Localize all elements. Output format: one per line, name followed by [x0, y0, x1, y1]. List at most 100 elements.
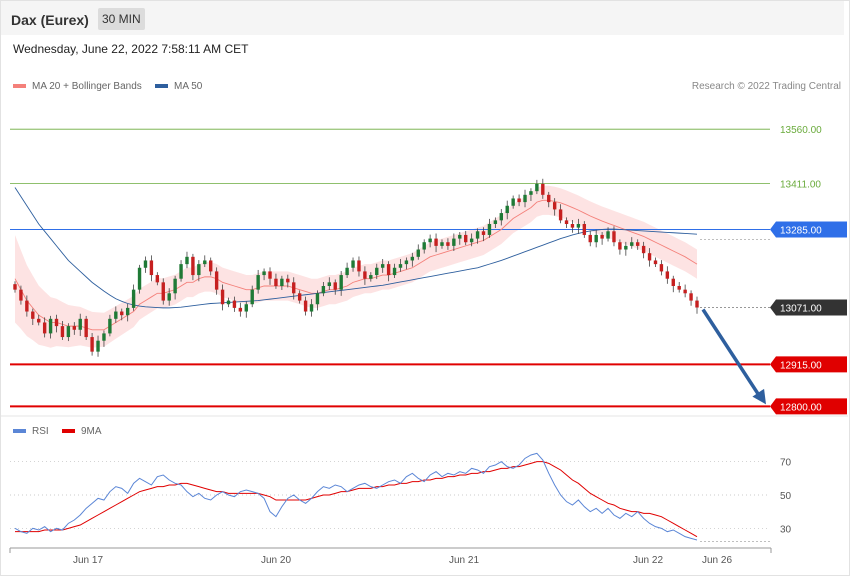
candle-body: [535, 183, 539, 192]
candle-body: [292, 282, 296, 294]
candle-body: [149, 260, 154, 276]
candle-body: [422, 242, 426, 250]
legend-rsi-label: RSI: [32, 426, 49, 437]
rsi-9ma-line: [15, 461, 698, 538]
candle-body: [274, 278, 278, 286]
candle-body: [683, 289, 687, 294]
candle-body: [179, 264, 183, 279]
candle-body: [606, 231, 610, 239]
candle-body: [440, 242, 444, 246]
candle-body: [303, 300, 308, 312]
legend-ma20: MA 20 + Bollinger Bands: [13, 81, 142, 92]
candle-body: [131, 289, 136, 308]
bollinger-band: [15, 185, 697, 348]
candle-body: [102, 333, 106, 341]
candle-body: [398, 264, 403, 268]
candle-body: [505, 205, 509, 214]
candle-body: [446, 242, 450, 246]
candle-body: [529, 191, 533, 195]
candle-body: [161, 282, 165, 301]
candle-body: [689, 293, 693, 301]
candle-body: [517, 198, 521, 203]
candle-body: [357, 260, 361, 272]
candle-body: [641, 245, 646, 254]
candle-body: [31, 311, 35, 319]
candle-body: [297, 293, 302, 301]
candle-body: [250, 289, 254, 305]
candle-body: [90, 337, 94, 352]
forecast-arrow-head: [752, 388, 766, 405]
candle-body: [262, 271, 266, 276]
level-label-2: 13285.00: [780, 225, 822, 236]
candle-body: [173, 278, 177, 294]
candle-body: [541, 183, 545, 195]
x-tick-label-2: Jun 21: [449, 555, 479, 566]
candle-body: [618, 242, 622, 250]
candle-body: [558, 209, 563, 221]
candle-body: [226, 300, 231, 305]
candle-body: [268, 271, 272, 279]
candle-body: [576, 224, 581, 228]
candle-body: [452, 238, 456, 246]
candle-body: [487, 224, 492, 235]
candle-body: [78, 318, 82, 330]
candle-body: [309, 304, 314, 312]
rsi-tick-label-2: 30: [780, 524, 792, 535]
ma50-swatch: [155, 84, 168, 89]
candle-body: [232, 300, 237, 308]
candle-body: [137, 267, 142, 290]
candle-body: [125, 307, 130, 316]
candle-body: [475, 231, 480, 239]
candle-body: [647, 253, 652, 261]
candle-body: [380, 264, 385, 268]
candle-body: [72, 326, 77, 330]
level-label-5: 12800.00: [780, 402, 822, 413]
candle-body: [60, 326, 65, 338]
candle-body: [635, 242, 640, 246]
candle-body: [594, 234, 598, 243]
x-tick-label-0: Jun 17: [73, 555, 103, 566]
candle-body: [143, 260, 148, 268]
candle-body: [588, 234, 592, 243]
candle-body: [653, 260, 658, 265]
interval-button[interactable]: 30 MIN: [98, 8, 145, 30]
candle-body: [671, 278, 675, 286]
candle-body: [256, 275, 260, 290]
candle-body: [464, 234, 468, 243]
candle-body: [493, 220, 498, 224]
candle-body: [410, 256, 415, 261]
candle-body: [84, 318, 88, 338]
candle-body: [185, 256, 189, 265]
9ma-swatch: [62, 429, 75, 434]
candle-body: [191, 256, 195, 276]
candle-body: [209, 260, 213, 272]
candle-body: [624, 245, 628, 250]
candle-body: [167, 293, 171, 301]
last-price-label: 13071.00: [780, 304, 822, 315]
legend-9ma-label: 9MA: [81, 426, 102, 437]
candle-body: [511, 198, 515, 206]
x-tick-label-4: Jun 26: [702, 555, 732, 566]
legend-ma20-label: MA 20 + Bollinger Bands: [32, 81, 142, 92]
candle-body: [428, 238, 432, 243]
candle-body: [96, 340, 100, 352]
candle-body: [600, 234, 604, 239]
candle-body: [280, 278, 284, 286]
rsi-tick-label-0: 70: [780, 458, 792, 469]
candle-body: [404, 260, 409, 265]
x-tick-label-3: Jun 22: [633, 555, 663, 566]
candle-body: [155, 275, 160, 283]
rsi-swatch: [13, 429, 26, 434]
rsi-line: [14, 452, 698, 541]
candle-body: [351, 260, 355, 268]
candle-body: [203, 260, 207, 265]
level-label-0: 13560.00: [780, 125, 822, 136]
candle-body: [434, 238, 438, 246]
candle-body: [37, 318, 41, 323]
candle-body: [677, 286, 681, 290]
last-price-badge: [770, 299, 847, 316]
candle-body: [238, 307, 243, 312]
x-tick-label-1: Jun 20: [261, 555, 291, 566]
candle-body: [286, 278, 290, 283]
candle-body: [327, 282, 332, 286]
